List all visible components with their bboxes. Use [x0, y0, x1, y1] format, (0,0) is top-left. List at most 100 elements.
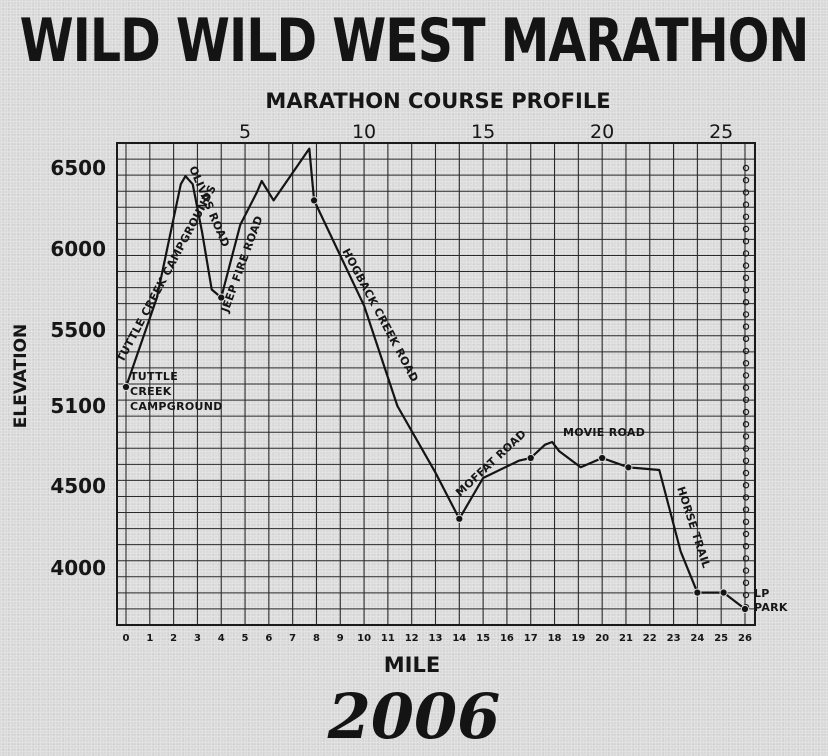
edge-dot [742, 225, 750, 233]
edge-dot [742, 469, 750, 477]
edge-dot [742, 555, 750, 562]
edge-dot [742, 518, 750, 526]
x-tick-label-8: 8 [313, 633, 320, 644]
edge-dot [742, 543, 750, 550]
plot-frame [116, 142, 756, 626]
edge-dot [742, 286, 750, 294]
footer-year: 2006 [327, 680, 501, 753]
edge-dot [742, 323, 750, 330]
x-tick-label-26: 26 [738, 633, 752, 644]
profile-markers [121, 196, 750, 614]
top-tick-label-15: 15 [471, 121, 495, 143]
annotation-tuttle-creek-campground-line2: CREEK [130, 385, 172, 398]
profile-point-mile-7.9 [309, 196, 319, 205]
profile-point-mile-24 [693, 588, 702, 597]
edge-dot [742, 274, 750, 281]
x-tick-label-11: 11 [381, 633, 395, 644]
top-tick-label-10: 10 [352, 121, 376, 143]
profile-point-mile-21.1 [624, 463, 633, 472]
profile-point-mile-4 [217, 293, 226, 302]
edge-dot [742, 591, 750, 599]
x-tick-label-7: 7 [289, 633, 296, 644]
x-tick-label-5: 5 [242, 633, 249, 644]
x-tick-label-20: 20 [595, 633, 609, 644]
edge-dot [742, 189, 750, 196]
x-tick-label-17: 17 [524, 633, 538, 644]
edge-dot [742, 421, 750, 428]
profile-point-mile-17 [526, 453, 535, 463]
y-tick-label-5500: 5500 [50, 318, 106, 342]
edge-dot [742, 311, 750, 318]
x-tick-label-4: 4 [218, 633, 225, 644]
annotation-tuttle-creek-campground-line3: CAMPGROUND [130, 400, 223, 413]
y-tick-label-5100: 5100 [50, 394, 106, 418]
y-tick-label-6000: 6000 [50, 237, 106, 261]
edge-dot [742, 579, 750, 587]
x-tick-label-23: 23 [667, 633, 681, 644]
x-tick-label-18: 18 [548, 633, 562, 644]
edge-dot [742, 201, 750, 208]
edge-dot [742, 176, 750, 184]
y-tick-labels: 6500 6000 5500 5100 4500 4000 [50, 156, 106, 580]
edge-dot [742, 262, 750, 269]
annotation-tuttle-creek-campground-line1: TUTTLE [130, 370, 178, 383]
right-edge-dots [742, 164, 750, 611]
y-tick-label-4000: 4000 [50, 556, 106, 580]
elevation-profile-line [124, 147, 746, 610]
edge-dot [742, 396, 750, 403]
annotation-movie-road: MOVIE ROAD [563, 426, 645, 439]
edge-dot [742, 237, 750, 245]
profile-point-mile-20 [598, 453, 607, 463]
edge-dot [742, 213, 750, 220]
profile-point-mile-25.1 [719, 588, 728, 597]
profile-point-mile-0 [121, 382, 131, 392]
x-tick-label-2: 2 [170, 633, 177, 644]
edge-dot [742, 567, 750, 574]
edge-dot [742, 335, 750, 342]
y-tick-label-4500: 4500 [50, 474, 106, 498]
edge-dot [742, 433, 750, 440]
edge-dot [742, 372, 750, 379]
x-tick-label-14: 14 [452, 633, 466, 644]
edge-dot [742, 530, 750, 538]
top-tick-label-20: 20 [590, 121, 614, 143]
x-tick-label-16: 16 [500, 633, 514, 644]
edge-dot [742, 482, 750, 489]
grid-horizontal [117, 158, 755, 610]
annotation-lp-park-line1: LP [754, 587, 770, 600]
edge-dot [742, 360, 750, 367]
chart-title: MARATHON COURSE PROFILE [265, 89, 610, 113]
x-tick-label-21: 21 [619, 633, 633, 644]
top-mile-ticks: 5 10 15 20 25 [239, 121, 733, 143]
x-tick-label-13: 13 [429, 633, 443, 644]
top-tick-label-25: 25 [709, 121, 733, 143]
x-tick-label-3: 3 [194, 633, 201, 644]
profile-point-mile-14 [455, 514, 464, 523]
edge-dot [742, 384, 750, 391]
edge-dot [742, 347, 750, 355]
x-tick-label-22: 22 [643, 633, 657, 644]
x-axis-label: MILE [384, 653, 440, 677]
edge-dot [742, 457, 750, 464]
x-tick-label-1: 1 [146, 633, 153, 644]
annotation-lp-park-line2: PARK [754, 601, 788, 614]
y-tick-label-6500: 6500 [50, 156, 106, 180]
edge-dot [742, 506, 750, 513]
edge-dot [742, 494, 750, 501]
edge-dot [742, 408, 750, 416]
x-tick-label-6: 6 [265, 633, 272, 644]
x-tick-label-15: 15 [476, 633, 490, 644]
x-tick-label-12: 12 [405, 633, 419, 644]
chart-header-title: WILD WILD WEST MARATHON [19, 6, 810, 76]
x-tick-label-19: 19 [571, 633, 585, 644]
x-tick-label-25: 25 [714, 633, 728, 644]
x-tick-label-0: 0 [123, 633, 130, 644]
x-tick-labels: 0 1 2 3 4 5 6 7 8 9 10 11 12 13 14 15 16 17 18 19 20 21 22 23 24… [123, 633, 752, 644]
edge-dot [742, 250, 750, 257]
x-tick-label-9: 9 [337, 633, 344, 644]
x-tick-label-10: 10 [357, 633, 371, 644]
top-tick-label-5: 5 [239, 121, 251, 143]
y-axis-label: ELEVATION [11, 324, 31, 429]
x-tick-label-24: 24 [690, 633, 704, 644]
